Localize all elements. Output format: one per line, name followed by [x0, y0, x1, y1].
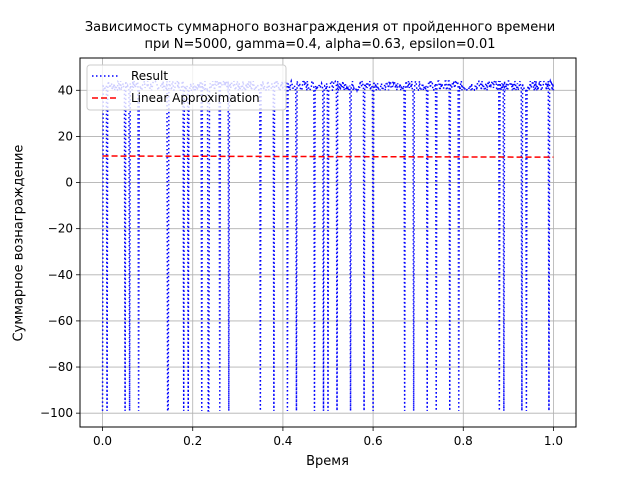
legend-box — [86, 64, 287, 111]
y-tick-label: −40 — [48, 268, 73, 282]
x-axis-label: Время — [306, 454, 349, 469]
series-line-linear-approximation — [102, 155, 554, 158]
y-tick-label: 20 — [58, 129, 73, 143]
x-tick-label: 1.0 — [544, 434, 563, 448]
y-tick-label: 40 — [58, 83, 73, 97]
x-tick-label: 0.2 — [183, 434, 202, 448]
tick-layer: 0.0 0.2 0.4 0.6 0.8 1.0 −100 −80 −60 −40 −20 0 20 40 — [40, 83, 563, 448]
y-tick-label: 0 — [65, 176, 73, 190]
y-tick-label: −80 — [48, 360, 73, 374]
x-tick-label: 0.4 — [273, 434, 292, 448]
x-tick-label: 0.0 — [93, 434, 112, 448]
x-tick-label: 0.8 — [454, 434, 473, 448]
legend-label-linear-approximation: Linear Approximation — [131, 91, 260, 105]
y-tick-label: −60 — [48, 314, 73, 328]
chart-title: Зависимость суммарного вознаграждения от… — [84, 20, 556, 35]
y-tick-label: −20 — [48, 222, 73, 236]
y-axis-label: Суммарное вознаграждение — [11, 144, 27, 342]
chart-subtitle: при N=5000, gamma=0.4, alpha=0.63, epsil… — [144, 37, 496, 52]
legend-label-result: Result — [131, 69, 168, 83]
plot-frame — [79, 57, 577, 428]
x-tick-label: 0.6 — [364, 434, 383, 448]
series-line-result — [101, 78, 555, 412]
legend: Result Linear Approximation — [86, 64, 287, 111]
y-tick-label: −100 — [40, 406, 73, 420]
series-layer — [101, 78, 555, 412]
